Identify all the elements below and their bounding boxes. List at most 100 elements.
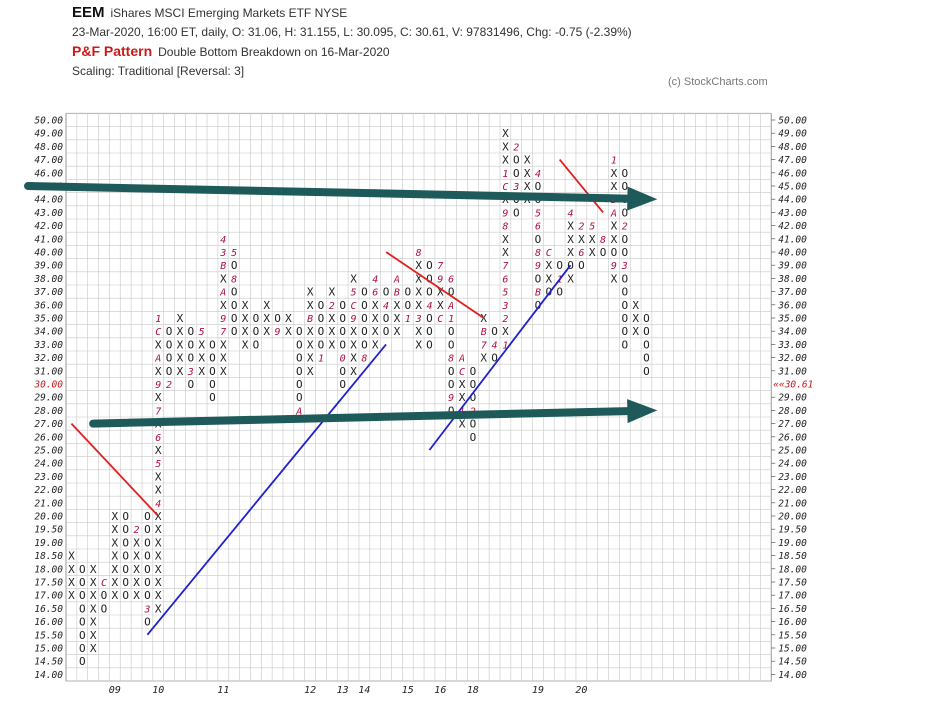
o-mark: O	[546, 286, 553, 299]
x-mark: X	[307, 325, 314, 338]
right-tick-label: 44.00	[778, 195, 807, 206]
month-mark: A	[393, 274, 400, 285]
x-mark: X	[220, 299, 227, 312]
month-mark: 5	[502, 288, 508, 299]
o-mark: O	[144, 523, 151, 536]
o-mark: O	[470, 365, 477, 378]
month-mark: 8	[502, 222, 508, 233]
x-mark: X	[155, 365, 162, 378]
right-tick-label: 15.00	[778, 644, 807, 655]
x-mark: X	[567, 246, 574, 259]
o-mark: O	[643, 352, 650, 365]
copyright: (c) StockCharts.com	[668, 76, 768, 88]
o-mark: O	[361, 312, 368, 325]
o-mark: O	[296, 365, 303, 378]
o-mark: O	[513, 206, 520, 219]
x-mark: X	[242, 338, 249, 351]
y-tick-label: 17.50	[34, 578, 63, 589]
month-mark: 2	[166, 380, 172, 391]
x-mark: X	[133, 589, 140, 602]
year-label: 18	[467, 685, 479, 696]
x-mark: X	[524, 154, 531, 167]
o-mark: O	[339, 338, 346, 351]
month-mark: B	[394, 288, 400, 299]
o-mark: O	[611, 246, 618, 259]
x-mark: X	[524, 180, 531, 193]
y-tick-label: 18.00	[34, 564, 63, 575]
month-mark: 2	[502, 314, 508, 325]
right-tick-label: 37.00	[777, 287, 807, 298]
o-mark: O	[339, 312, 346, 325]
o-mark: O	[470, 378, 477, 391]
symbol: EEM	[72, 4, 105, 21]
right-tick-label: 28.00	[778, 406, 807, 417]
x-mark: X	[90, 616, 97, 629]
x-mark: X	[502, 233, 509, 246]
o-mark: O	[253, 325, 260, 338]
x-mark: X	[307, 352, 314, 365]
o-mark: O	[643, 365, 650, 378]
o-mark: O	[231, 312, 238, 325]
month-mark: A	[458, 354, 465, 365]
right-tick-label: 45.00	[778, 182, 807, 193]
right-tick-label: 26.00	[778, 432, 807, 443]
right-tick-label: 39.00	[777, 261, 807, 272]
month-mark: 9	[351, 314, 357, 325]
o-mark: O	[556, 259, 563, 272]
y-tick-label: 15.50	[34, 630, 63, 641]
month-mark: 1	[405, 314, 411, 325]
x-mark: X	[459, 378, 466, 391]
right-tick-label: 16.00	[778, 617, 807, 628]
resistance-trendline	[70, 422, 159, 517]
title-line: EEM iShares MSCI Emerging Markets ETF NYS…	[72, 4, 347, 21]
x-mark: X	[589, 233, 596, 246]
right-tick-label: 14.00	[778, 670, 807, 681]
o-mark: O	[122, 550, 129, 563]
right-tick-label: 40.00	[778, 248, 807, 259]
month-mark: B	[535, 288, 541, 299]
o-mark: O	[383, 286, 390, 299]
month-mark: C	[502, 182, 508, 193]
right-tick-label: 48.00	[778, 142, 807, 153]
month-mark: 2	[329, 301, 335, 312]
o-mark: O	[339, 378, 346, 391]
month-mark: 1	[502, 340, 508, 351]
y-tick-label: 16.50	[34, 604, 63, 615]
right-tick-label: 27.00	[778, 419, 807, 430]
right-tick-label: 35.00	[777, 314, 807, 325]
o-mark: O	[513, 154, 520, 167]
x-mark: X	[155, 602, 162, 615]
o-mark: O	[535, 233, 542, 246]
month-mark: C	[351, 301, 357, 312]
o-mark: O	[144, 616, 151, 629]
o-mark: O	[535, 299, 542, 312]
o-mark: O	[187, 378, 194, 391]
y-tick-label: 50.00	[34, 116, 63, 127]
x-mark: X	[329, 325, 336, 338]
month-mark: 1	[611, 156, 617, 167]
x-mark: X	[90, 629, 97, 642]
o-mark: O	[426, 286, 433, 299]
right-tick-label: 14.50	[778, 657, 807, 668]
right-tick-label: 41.00	[778, 234, 807, 245]
o-mark: O	[339, 365, 346, 378]
x-mark: X	[415, 338, 422, 351]
o-mark: O	[274, 312, 281, 325]
y-tick-label: 44.00	[34, 195, 63, 206]
pattern-text: Double Bottom Breakdown on 16-Mar-2020	[158, 45, 390, 59]
o-mark: O	[621, 246, 628, 259]
x-mark: X	[307, 286, 314, 299]
scaling-line: Scaling: Traditional [Reversal: 3]	[72, 64, 245, 78]
right-tick-label: 18.00	[778, 564, 807, 575]
o-mark: O	[600, 246, 607, 259]
x-mark: X	[68, 563, 75, 576]
y-tick-label: 22.00	[34, 485, 63, 496]
x-mark: X	[415, 259, 422, 272]
o-mark: O	[361, 299, 368, 312]
x-mark: X	[220, 365, 227, 378]
month-mark: 9	[220, 314, 226, 325]
month-mark: 4	[220, 235, 226, 246]
y-tick-label: 46.00	[34, 168, 63, 179]
right-tick-label: 18.50	[778, 551, 807, 562]
